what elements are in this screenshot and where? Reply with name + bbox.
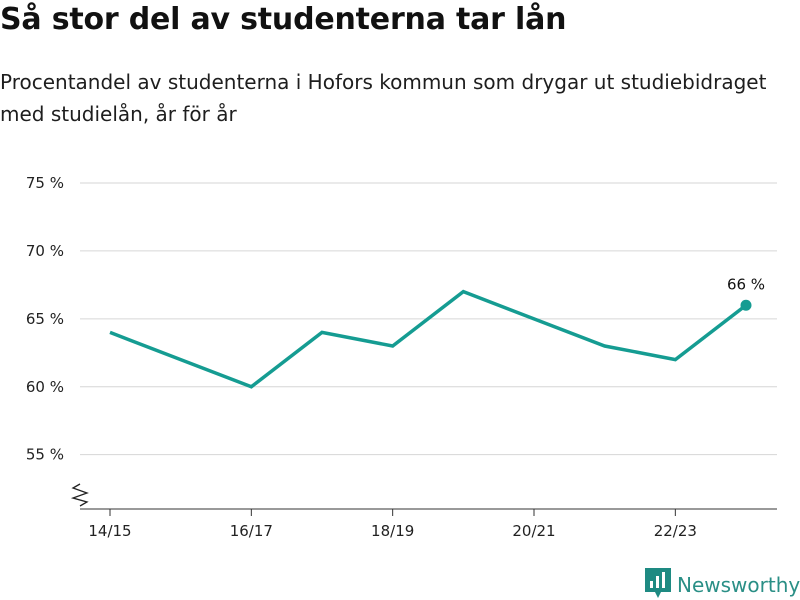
end-value-label: 66 %	[727, 275, 765, 293]
data-labels: 66 %	[727, 275, 765, 293]
newsworthy-logo-icon	[645, 568, 671, 600]
x-axis-ticks: 14/15 16/17 18/19 20/21 22/23	[88, 509, 697, 540]
y-tick-label: 65 %	[26, 310, 64, 328]
x-tick-label: 22/23	[654, 522, 697, 540]
y-tick-label: 55 %	[26, 446, 64, 464]
x-tick-label: 16/17	[230, 522, 273, 540]
y-tick-label: 70 %	[26, 242, 64, 260]
series-line	[109, 289, 748, 389]
chart-subtitle: Procentandel av studenterna i Hofors kom…	[0, 70, 767, 126]
y-tick-label: 75 %	[26, 174, 64, 192]
brand-name: Newsworthy	[677, 573, 800, 597]
axis-break-mark	[70, 483, 89, 507]
series-layer	[109, 289, 752, 389]
x-tick-label: 14/15	[88, 522, 131, 540]
brand: Newsworthy	[645, 568, 800, 600]
x-tick-label: 18/19	[371, 522, 414, 540]
chart-title: Så stor del av studenterna tar lån	[0, 2, 567, 37]
last-point-marker	[740, 299, 752, 311]
gridlines	[80, 182, 777, 456]
y-tick-label: 60 %	[26, 378, 64, 396]
x-tick-label: 20/21	[512, 522, 555, 540]
axis-break-icon	[70, 483, 89, 507]
y-axis-ticks: 55 % 60 % 65 % 70 % 75 %	[26, 174, 64, 464]
